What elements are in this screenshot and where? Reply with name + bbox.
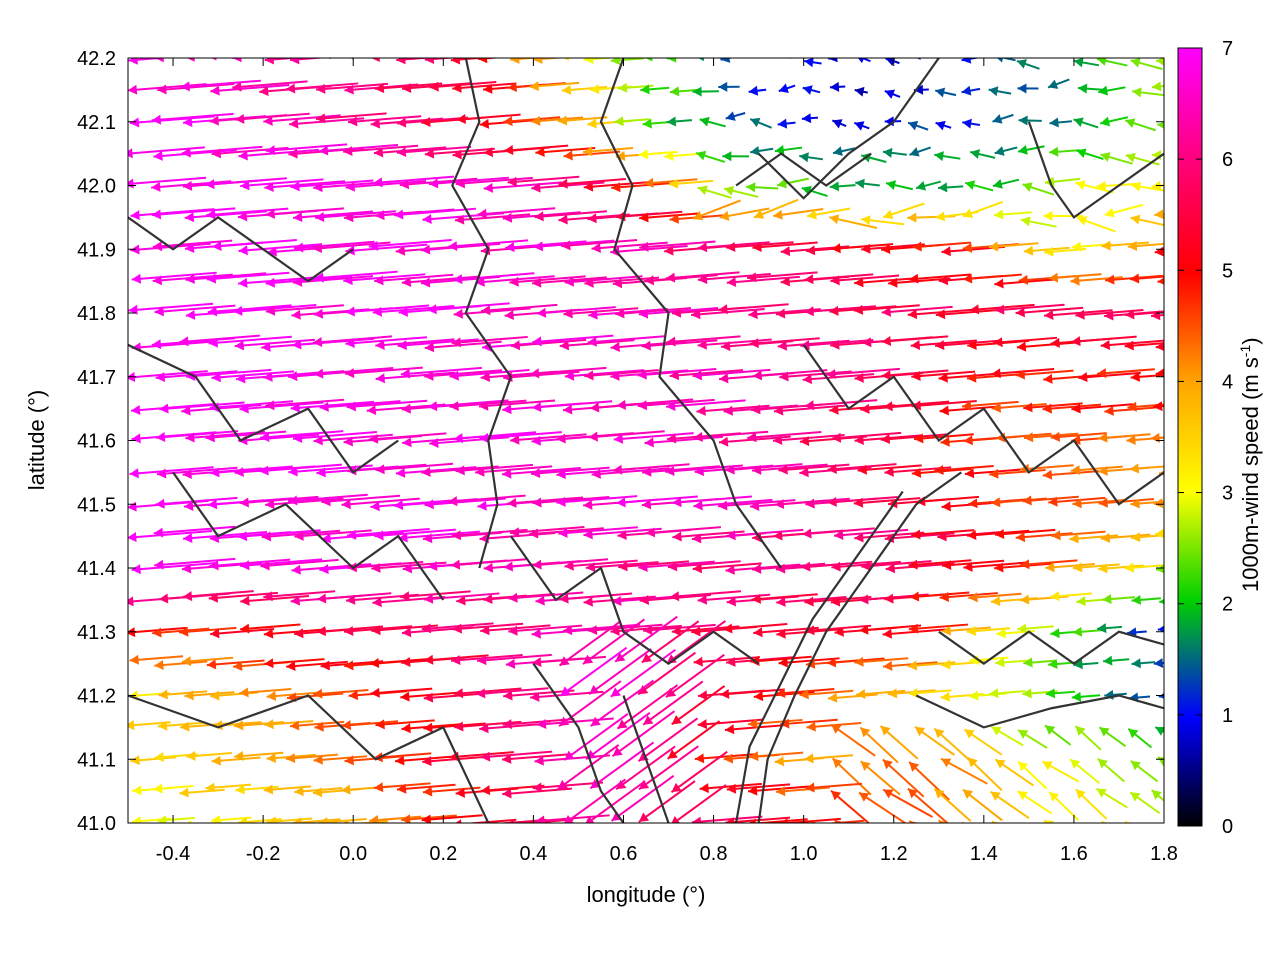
colorbar-tick-label: 3 — [1222, 483, 1233, 505]
y-tick-label: 41.1 — [77, 749, 116, 771]
colorbar: 0 1 2 3 4 5 6 7 1000m-wind speed (m s-1) — [1178, 38, 1263, 838]
wind-arrow — [935, 49, 952, 59]
wind-arrow — [780, 49, 801, 59]
y-tick-label: 42.0 — [77, 176, 116, 198]
x-tick-label: 0.0 — [339, 843, 367, 865]
y-tick-label: 42.2 — [77, 48, 116, 70]
wind-arrow — [748, 49, 765, 59]
y-axis-label: latitude (°) — [24, 390, 49, 491]
y-tick-label: 42.1 — [77, 112, 116, 134]
colorbar-label: 1000m-wind speed (m s-1) — [1237, 337, 1263, 592]
wind-arrow — [1102, 821, 1134, 850]
x-tick-label: 1.4 — [970, 843, 998, 865]
x-tick-label: 1.6 — [1060, 843, 1088, 865]
colorbar-tick-label: 1 — [1222, 705, 1233, 727]
y-tick-label: 41.3 — [77, 622, 116, 644]
wind-arrow — [835, 820, 876, 859]
colorbar-tick-label: 2 — [1222, 594, 1233, 616]
wind-arrow — [1044, 820, 1080, 842]
y-tick-label: 41.0 — [77, 813, 116, 835]
x-axis-label: longitude (°) — [587, 882, 706, 907]
colorbar-tick-label: 5 — [1222, 260, 1233, 282]
colorbar-tick-label: 6 — [1222, 149, 1233, 171]
x-tick-label: 1.2 — [880, 843, 908, 865]
y-tick-label: 41.5 — [77, 494, 116, 516]
x-tick-label: 0.4 — [519, 843, 547, 865]
wind-arrow — [1019, 825, 1060, 852]
x-tick-label: -0.4 — [156, 843, 190, 865]
x-tick-label: 0.2 — [429, 843, 457, 865]
y-tick-label: 41.4 — [77, 558, 116, 580]
x-tick-label: 0.8 — [700, 843, 728, 865]
colorbar-tick-label: 7 — [1222, 38, 1233, 60]
colorbar-tick-label: 4 — [1222, 371, 1233, 393]
x-tick-label: 1.8 — [1150, 843, 1178, 865]
y-tick-label: 41.9 — [77, 239, 116, 261]
y-tick-label: 41.2 — [77, 686, 116, 708]
y-tick-label: 41.7 — [77, 367, 116, 389]
y-tick-label: 41.6 — [77, 431, 116, 453]
x-tick-label: 1.0 — [790, 843, 818, 865]
wind-arrow — [1047, 49, 1067, 59]
x-tick-label: 0.6 — [610, 843, 638, 865]
wind-arrow — [910, 821, 951, 857]
colorbar-tick-label: 0 — [1222, 816, 1233, 838]
colorbar-gradient — [1178, 48, 1202, 826]
x-tick-label: -0.2 — [246, 843, 280, 865]
y-tick-label: 41.8 — [77, 303, 116, 325]
